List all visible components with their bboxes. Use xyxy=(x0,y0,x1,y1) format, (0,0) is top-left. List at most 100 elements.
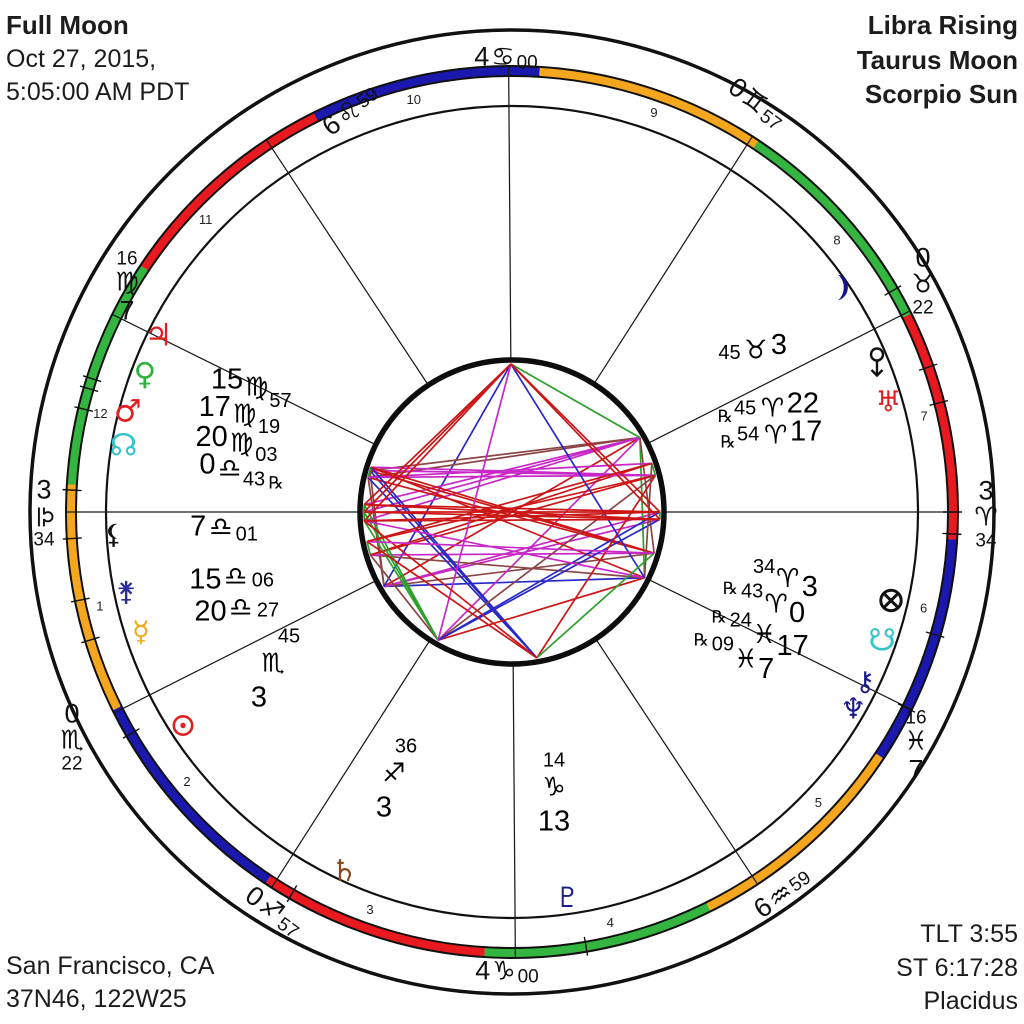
degree-part: 45 xyxy=(734,396,757,419)
sagittarius-sign-icon: ♐ xyxy=(382,758,406,789)
aspect-line-quincunx-jupiter-uranus xyxy=(370,466,656,477)
taurus-sign-icon: ♉ xyxy=(911,269,935,300)
cusp-deg: 7 xyxy=(908,754,924,785)
cusp-min: 22 xyxy=(912,297,934,319)
planet-degree-label-pluto: 14 ♑ 13 xyxy=(538,750,570,837)
house-cusp-line-6 xyxy=(649,579,912,710)
aspect-line-sextile-pluto-chiron xyxy=(536,552,655,659)
pisces-sign-icon: ♓ xyxy=(752,619,776,650)
cusp-deg: 3 xyxy=(36,474,52,505)
planet-degree-label-juno: 15 ♎ 06 xyxy=(188,558,275,597)
degree-part: 0 xyxy=(788,596,805,629)
sidereal-time: ST 6:17:28 xyxy=(896,953,1018,982)
house-cusp-label-6: 16 ♓ 7 xyxy=(902,708,929,785)
degree-part: 43 xyxy=(243,467,266,490)
degree-part: 01 xyxy=(235,523,258,545)
degree-part: 34 xyxy=(753,555,776,578)
virgo-sign-icon: ♍ xyxy=(115,267,139,298)
house-number-8: 8 xyxy=(833,233,840,248)
libra-sign-icon: ♎ xyxy=(229,592,253,623)
house-cusp-line-3 xyxy=(271,641,430,888)
aries-sign-icon: ♈ xyxy=(776,563,800,594)
planet-tick-pluto xyxy=(583,936,589,956)
aspect-line-conjunction-mars-jupiter xyxy=(367,466,372,478)
aspect-line-opposition-juno-eris xyxy=(366,462,653,543)
house-number-4: 4 xyxy=(607,915,614,930)
aspect-line-opposition-lilith-part-of-fortune xyxy=(364,511,661,522)
virgo-sign-icon: ♍ xyxy=(230,427,254,458)
moon-sign: Taurus Moon xyxy=(856,44,1018,75)
outer-circle xyxy=(28,28,996,996)
aspect-line-square-lilith-midheaven xyxy=(363,363,512,522)
aspect-line-opposition-jupiter-neptune xyxy=(370,466,645,579)
house-number-3: 3 xyxy=(366,902,373,917)
degree-part: 15 xyxy=(189,563,222,596)
house-cusp-line-12 xyxy=(112,314,375,445)
aspect-circle xyxy=(357,357,667,667)
degree-part: 3 xyxy=(770,328,787,361)
house-cusp-line-8 xyxy=(649,310,910,444)
aspect-line-sesquiquadrate-sun-chiron xyxy=(383,552,655,588)
cusp-deg: 4 xyxy=(475,955,491,986)
cusp-deg: 4 xyxy=(474,41,490,72)
aspect-line-square-pluto-lilith xyxy=(363,520,538,659)
aspect-line-quincunx-mercury-chiron xyxy=(370,552,655,556)
chart-meta-block: TLT 3:55 ST 6:17:28 Placidus xyxy=(896,918,1018,1018)
cusp-deg: 0 xyxy=(915,242,931,273)
capricorn-sign-icon: ♑ xyxy=(492,956,516,986)
chart-title: Full Moon xyxy=(6,10,129,40)
libra-sign-icon: ♎ xyxy=(209,512,233,542)
aries-sign-icon: ♈ xyxy=(974,502,998,533)
degree-part: 17 xyxy=(198,391,231,424)
aries-sign-icon: ♈ xyxy=(764,588,788,619)
retrograde-mark: ℞ xyxy=(268,473,284,494)
aspect-line-sextile-moon-midheaven xyxy=(510,363,641,439)
aspect-line-trine-neptune-midheaven xyxy=(510,363,646,579)
zodiac-arc-scorpio xyxy=(113,706,271,883)
chart-summary-block: Libra Rising Taurus Moon Scorpio Sun xyxy=(857,8,1018,112)
planet-tick-venus xyxy=(79,385,99,393)
planet-tick-sun xyxy=(122,728,140,739)
location-name: San Francisco, CA xyxy=(6,951,215,980)
house-number-10: 10 xyxy=(406,92,420,107)
planet-tick-chiron xyxy=(925,631,945,638)
retrograde-mark: ℞ xyxy=(722,579,739,600)
house-cusp-label-9: 0 ♊ 57 xyxy=(723,72,791,136)
cancer-sign-icon: ♋ xyxy=(491,42,515,72)
aspect-line-trine-saturn-south-node xyxy=(437,518,661,641)
juno-icon: ⚵ xyxy=(116,576,137,608)
degree-part: 45 xyxy=(277,625,301,648)
true-local-time: TLT 3:55 xyxy=(920,920,1018,949)
planet-tick-mars xyxy=(74,406,94,412)
zodiac-arc-aquarius xyxy=(706,753,883,911)
zodiac-arc-gemini xyxy=(539,67,759,148)
rising-sign: Libra Rising xyxy=(867,10,1018,40)
venus-icon: ♀ xyxy=(133,356,157,393)
planet-tick-south-node xyxy=(942,532,962,536)
aspect-line-square-part-of-fortune-midheaven xyxy=(510,363,661,513)
house-cusp-label-10: 4 ♋ 00 xyxy=(474,41,537,73)
house-cusp-label-12: 16 ♍ 7 xyxy=(113,249,140,324)
house-cusp-label-8: 0 ♉ 22 xyxy=(909,242,936,319)
zodiac-arc-leo xyxy=(141,113,318,271)
aspect-line-square-saturn-neptune xyxy=(437,577,645,642)
zodiac-arc-capricorn xyxy=(484,903,711,957)
house-cusp-line-2 xyxy=(114,580,375,714)
planet-degree-label-lilith: 7 ♎ 01 xyxy=(190,512,258,545)
house-number-7: 7 xyxy=(921,408,928,423)
house-cusp-label-2: 0 ♏ 22 xyxy=(58,699,85,775)
scorpio-sign-icon: ♏ xyxy=(261,648,285,679)
house-number-1: 1 xyxy=(96,599,103,614)
south-node-icon: ☋ xyxy=(868,622,896,659)
house-cusp-line-5 xyxy=(596,640,758,884)
cusp-min: 22 xyxy=(61,753,83,775)
aspect-line-semisquare-mercury-saturn xyxy=(369,554,439,641)
aspect-line-conjunction-mercury-juno xyxy=(366,541,372,556)
zodiac-arc-pisces xyxy=(876,539,957,759)
eris-icon xyxy=(867,347,887,382)
capricorn-sign-icon: ♑ xyxy=(542,772,566,803)
planet-degree-label-saturn: 36 ♐ 3 xyxy=(376,736,417,823)
aspect-line-opposition-south-node-lilith xyxy=(364,518,660,522)
planet-tick-moon xyxy=(884,285,902,296)
